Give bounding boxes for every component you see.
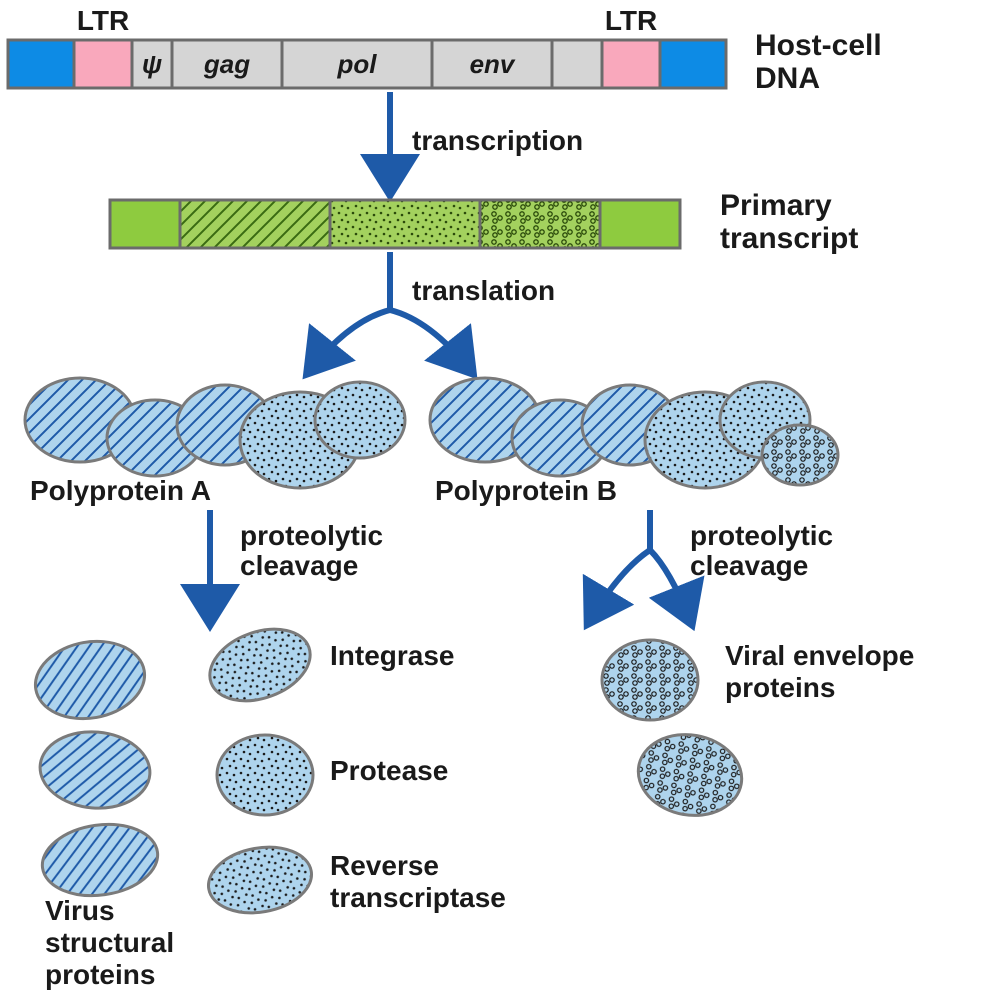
dna-segment xyxy=(552,40,602,88)
cleavage-b-label: proteolytic xyxy=(690,520,833,551)
primary-transcript xyxy=(110,200,680,248)
gene-label: pol xyxy=(337,49,378,79)
protein-blob xyxy=(203,839,317,920)
host-dna-bar: ψ gag pol env xyxy=(8,40,726,88)
cleavage-a-label: cleavage xyxy=(240,550,358,581)
primary-transcript-label: Primary xyxy=(720,189,832,222)
protein-blob xyxy=(602,640,698,720)
dna-segment xyxy=(602,40,660,88)
protein-blob xyxy=(29,633,151,727)
envelope-label: proteins xyxy=(725,672,835,703)
protein-blob xyxy=(762,425,838,485)
virus-structural-label: proteins xyxy=(45,959,155,990)
cleavage-b-label: cleavage xyxy=(690,550,808,581)
polyprotein-b-label: Polyprotein B xyxy=(435,475,617,506)
protein-blob xyxy=(37,727,153,812)
transcript-segment xyxy=(180,200,330,248)
dna-segment xyxy=(74,40,132,88)
virus-structural-label: structural xyxy=(45,927,174,958)
gene-label: env xyxy=(470,49,516,79)
arrow xyxy=(590,550,650,620)
translation-label: translation xyxy=(412,275,555,306)
protein-blob xyxy=(217,735,313,815)
host-dna-label: DNA xyxy=(755,62,820,95)
protein-blob xyxy=(200,616,320,714)
protein-blob xyxy=(632,727,748,824)
protein-blob xyxy=(315,382,405,458)
transcription-label: transcription xyxy=(412,125,583,156)
host-dna-label: Host-cell xyxy=(755,29,882,62)
virus-structural-label: Virus xyxy=(45,895,115,926)
protein-blob xyxy=(38,817,163,902)
envelope-label: Viral envelope xyxy=(725,640,914,671)
arrow xyxy=(310,310,390,370)
ltr-label: LTR xyxy=(77,5,129,36)
arrow xyxy=(390,310,470,370)
cleavage-a-label: proteolytic xyxy=(240,520,383,551)
transcript-segment xyxy=(110,200,180,248)
integrase-label: Integrase xyxy=(330,640,455,671)
reverse-transcriptase-label: transcriptase xyxy=(330,882,506,913)
ltr-label: LTR xyxy=(605,5,657,36)
polyprotein-b xyxy=(430,378,838,488)
reverse-transcriptase-label: Reverse xyxy=(330,850,439,881)
transcript-segment xyxy=(330,200,480,248)
dna-segment xyxy=(660,40,726,88)
dna-segment xyxy=(8,40,74,88)
arrow xyxy=(650,550,690,620)
polyprotein-a xyxy=(25,378,405,488)
transcript-segment xyxy=(600,200,680,248)
gene-label: gag xyxy=(203,49,250,79)
gene-label: ψ xyxy=(142,49,162,79)
polyprotein-a-label: Polyprotein A xyxy=(30,475,211,506)
transcript-segment xyxy=(480,200,600,248)
protease-label: Protease xyxy=(330,755,448,786)
primary-transcript-label: transcript xyxy=(720,222,858,255)
